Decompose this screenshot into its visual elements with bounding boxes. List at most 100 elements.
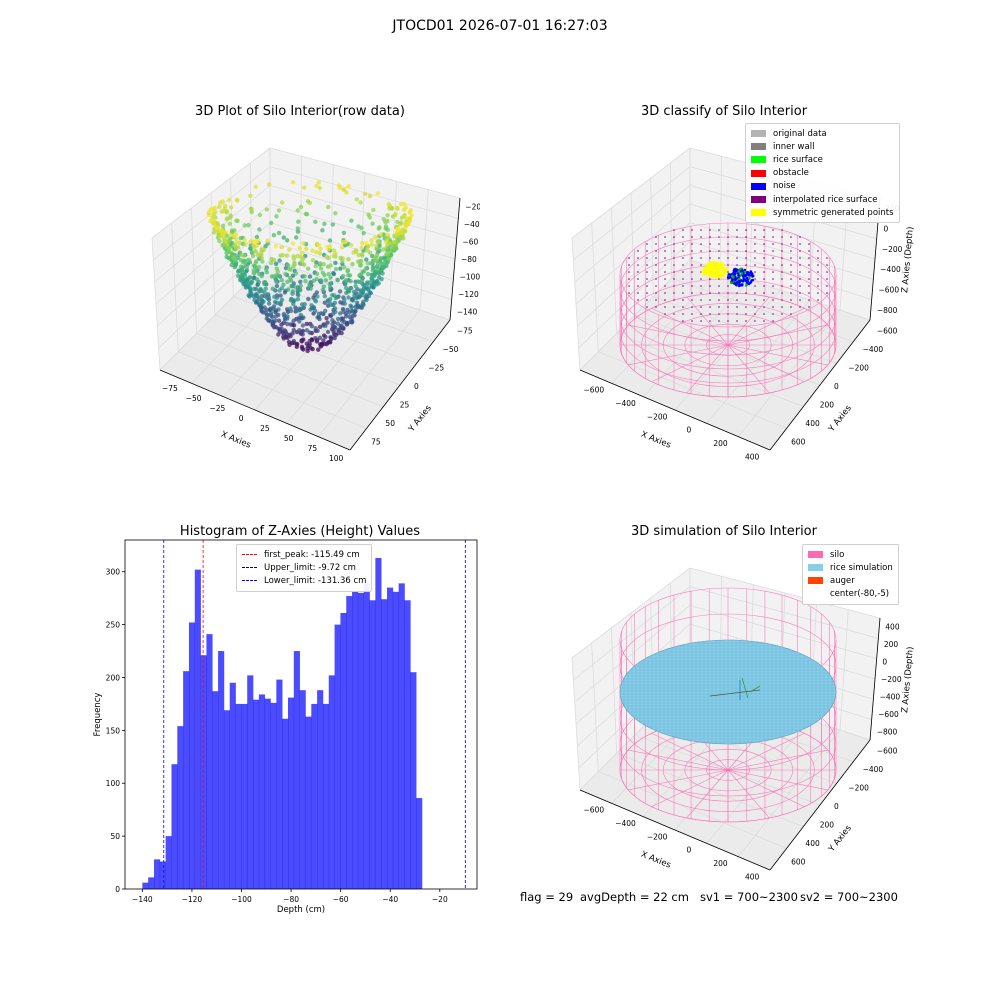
p2-grid-point <box>655 285 657 287</box>
p1-point <box>215 221 220 227</box>
p1-point <box>391 240 397 245</box>
p2-grid-point <box>763 306 765 308</box>
p1-point <box>340 239 346 245</box>
p1-point <box>273 261 279 266</box>
p1-point <box>347 314 352 319</box>
p2-yellow-point <box>708 275 711 278</box>
p2-grid-point <box>808 299 810 301</box>
p1-point <box>253 259 259 264</box>
p2-grid-point <box>682 243 684 245</box>
histogram-bar <box>322 703 330 889</box>
p2-grid-point <box>664 243 666 245</box>
p1-point <box>365 261 370 266</box>
p1-point <box>297 288 303 293</box>
p1-point <box>320 270 325 275</box>
legend-item: Lower_limit: -131.36 cm <box>242 574 366 587</box>
p1-point <box>380 264 385 270</box>
p2-grid-point <box>754 257 756 259</box>
p1-point <box>322 300 327 305</box>
p1-point <box>367 250 373 255</box>
p1-point <box>327 238 333 243</box>
p1-point <box>286 263 291 268</box>
p2-blue-point <box>737 273 740 277</box>
p1-point <box>297 328 302 333</box>
p1-point <box>257 271 262 277</box>
p1-point <box>285 238 290 243</box>
p1-point <box>354 300 360 305</box>
p2-grid-point <box>790 299 792 301</box>
histogram-y-tick: 300 <box>106 568 121 577</box>
p2-grid-point <box>646 264 648 266</box>
p1-point <box>243 242 248 247</box>
histogram-bar <box>369 600 376 889</box>
p2-grid-point <box>646 257 648 259</box>
p2-grid-point <box>709 292 711 294</box>
histogram-bar <box>363 583 370 889</box>
p2-grid-point <box>718 250 720 252</box>
p2-y-tick: −400 <box>863 345 884 354</box>
histogram-bar <box>282 718 289 889</box>
p2-grid-point <box>745 313 747 315</box>
p2-blue-point <box>751 278 754 282</box>
p1-point <box>358 262 364 268</box>
p1-point <box>242 237 247 243</box>
p1-point <box>321 338 326 343</box>
p4-auger <box>709 677 761 700</box>
p2-grid-point <box>817 299 819 301</box>
p1-point <box>365 244 370 249</box>
p1-point <box>325 320 330 325</box>
p2-grid-point <box>628 264 630 266</box>
p1-point <box>248 246 253 251</box>
p1-point <box>298 204 304 210</box>
legend-label: noise <box>773 181 796 192</box>
p2-grid-point <box>646 306 648 308</box>
p1-point <box>381 261 386 266</box>
p2-blue-point <box>743 278 746 281</box>
p1-point <box>314 260 319 265</box>
histogram-bar <box>229 682 236 889</box>
p1-point <box>326 204 331 210</box>
p2-grid-point <box>781 306 783 308</box>
legend-swatch <box>808 551 823 559</box>
p1-point <box>327 282 332 287</box>
p2-grid-point <box>637 292 639 294</box>
p1-point <box>219 228 224 233</box>
p1-point <box>283 329 289 335</box>
histogram-bar <box>206 634 213 889</box>
p1-point <box>331 253 336 259</box>
p1-point <box>285 287 291 292</box>
p1-point <box>313 263 318 269</box>
p2-grid-point <box>691 236 693 238</box>
p2-grid-point <box>772 236 774 238</box>
p1-x-tick: −75 <box>162 384 178 393</box>
histogram-y-tick: 0 <box>115 885 120 894</box>
p4-z-tick: −800 <box>877 727 898 736</box>
p2-yellow-point <box>703 266 707 270</box>
p1-point <box>315 315 320 320</box>
p2-grid-point <box>691 257 693 259</box>
p2-grid-point <box>646 299 648 301</box>
p2-grid-point <box>718 292 720 294</box>
p1-point <box>336 331 341 336</box>
p1-point <box>276 230 282 236</box>
p2-grid-point <box>808 292 810 294</box>
p1-point <box>242 223 247 228</box>
p2-grid-point <box>655 299 657 301</box>
p1-point <box>371 282 376 287</box>
legend-swatch <box>751 209 766 217</box>
p2-grid-point <box>646 278 648 280</box>
p2-grid-point <box>682 299 684 301</box>
p1-point <box>335 277 340 282</box>
p1-point <box>279 286 285 291</box>
p2-blue-point <box>738 279 741 283</box>
p2-grid-point <box>826 271 828 273</box>
p2-grid-point <box>682 250 684 252</box>
histogram-bar <box>177 726 184 889</box>
p2-grid-point <box>772 278 774 280</box>
legend-label: rice simulation <box>830 562 893 573</box>
p2-grid-point <box>799 285 801 287</box>
p1-point <box>304 328 310 333</box>
p2-grid-point <box>727 250 729 252</box>
p1-point <box>271 257 277 262</box>
p1-point <box>224 210 229 215</box>
